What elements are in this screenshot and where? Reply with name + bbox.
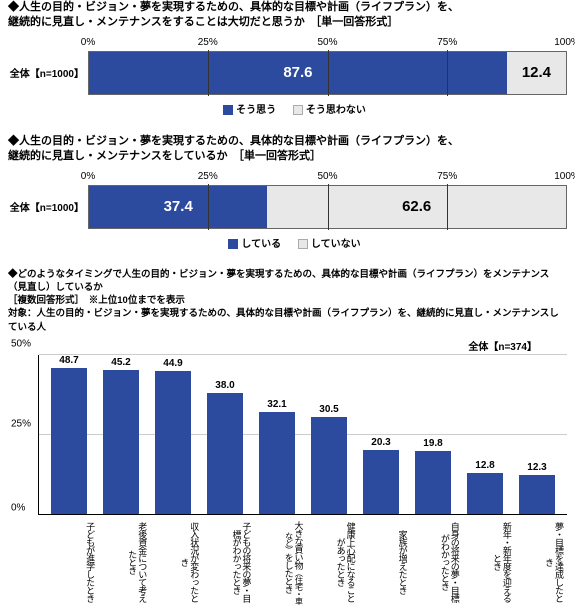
axis-tick: 25% [198,37,218,48]
bar-value: 12.3 [527,462,546,473]
x-label: 子どもの将来の夢・目標がわかったとき [198,515,250,605]
x-label: 夢・目標を達成したとき [511,515,563,605]
y-tick: 0% [11,503,25,514]
legend-swatch-gray [293,105,303,115]
legend-swatch-gray [298,239,308,249]
bar [155,371,191,514]
legend-label: そう思う [236,105,276,116]
bar [259,412,295,514]
bar-col: 12.3 [511,355,563,514]
axis-tick: 75% [437,37,457,48]
x-label: 自身の将来の夢・目標がわかったとき [407,515,459,605]
chart3-title: ◆どのようなタイミングで人生の目的・ビジョン・夢を実現するための、具体的な目標や… [8,268,567,334]
y-tick: 50% [11,339,31,350]
axis-tick: 50% [317,171,337,182]
legend-label: している [241,239,281,250]
legend-swatch-blue [223,105,233,115]
chart2-body: 0% 25% 50% 75% 100% 全体【n=1000】 37.4 62.6… [8,171,567,250]
x-label: 健康上心配になることがあったとき [302,515,354,605]
legend-label: 全体【n=374】 [468,342,537,353]
chart2-row-label: 全体【n=1000】 [8,199,88,214]
chart2-track: 37.4 62.6 [88,185,567,229]
chart2-seg2: 62.6 [267,186,566,228]
chart1-row-label: 全体【n=1000】 [8,65,88,80]
chart2: ◆人生の目的・ビジョン・夢を実現するための、具体的な目標や計画（ライフプラン）を… [0,134,575,250]
chart3-xlabels: 子どもが進学したとき老後資金について考えたとき収入状況が変わったとき子どもの将来… [38,515,567,605]
bar-value: 44.9 [163,358,182,369]
bar [207,393,243,514]
bar-col: 38.0 [199,355,251,514]
chart2-axis: 0% 25% 50% 75% 100% [8,171,567,185]
bar-value: 12.8 [475,460,494,471]
chart3: ◆どのようなタイミングで人生の目的・ビジョン・夢を実現するための、具体的な目標や… [0,268,575,605]
x-label: 家族が増えたとき [355,515,407,605]
bar [311,417,347,514]
chart2-legend: している していない [8,235,567,250]
bar-value: 45.2 [111,357,130,368]
chart1-track: 87.6 12.4 [88,51,567,95]
chart2-row: 全体【n=1000】 37.4 62.6 [8,185,567,229]
bar-col: 20.3 [355,355,407,514]
bar [467,473,503,514]
bar-value: 19.8 [423,438,442,449]
chart1-legend: そう思う そう思わない [8,101,567,116]
bar-value: 20.3 [371,437,390,448]
chart2-title: ◆人生の目的・ビジョン・夢を実現するための、具体的な目標や計画（ライフプラン）を… [8,134,567,165]
bar-value: 38.0 [215,380,234,391]
chart1-seg2: 12.4 [507,52,566,94]
y-tick: 25% [11,418,31,429]
axis-tick: 0% [81,37,95,48]
chart3-legend: 全体【n=374】 [8,338,567,353]
bar [519,475,555,514]
bar-value: 32.1 [267,399,286,410]
bar [51,368,87,514]
bar-col: 45.2 [95,355,147,514]
axis-tick: 100% [554,171,575,182]
axis-tick: 100% [554,37,575,48]
axis-tick: 25% [198,171,218,182]
bar-col: 32.1 [251,355,303,514]
chart1-row: 全体【n=1000】 87.6 12.4 [8,51,567,95]
bar [363,450,399,515]
chart3-title2: ［複数回答形式］ ※上位10位までを表示 [8,294,567,307]
bar [103,370,139,514]
axis-tick: 50% [317,37,337,48]
legend-swatch-blue [228,239,238,249]
legend-label: していない [311,239,361,250]
bar-value: 30.5 [319,404,338,415]
bar-value: 48.7 [59,355,78,366]
legend-label: そう思わない [306,105,366,116]
bar-col: 48.7 [43,355,95,514]
axis-tick: 0% [81,171,95,182]
bar-col: 30.5 [303,355,355,514]
chart2-seg1: 37.4 [89,186,267,228]
x-label: 子どもが進学したとき [42,515,94,605]
chart1: ◆人生の目的・ビジョン・夢を実現するための、具体的な目標や計画（ライフプラン）を… [0,0,575,116]
x-label: 収入状況が変わったとき [146,515,198,605]
x-label: 新年・新年度を迎えるとき [459,515,511,605]
chart3-title1: ◆どのようなタイミングで人生の目的・ビジョン・夢を実現するための、具体的な目標や… [8,268,567,295]
axis-tick: 75% [437,171,457,182]
bar-col: 19.8 [407,355,459,514]
bar [415,451,451,514]
x-label: 大きな買い物（住宅・車など）をしたとき [250,515,302,605]
chart3-plot: 0% 25% 50% 48.745.244.938.032.130.520.31… [38,355,567,515]
bar-col: 44.9 [147,355,199,514]
chart1-title: ◆人生の目的・ビジョン・夢を実現するための、具体的な目標や計画（ライフプラン）を… [8,0,567,31]
x-label: 老後資金について考えたとき [94,515,146,605]
chart1-axis: 0% 25% 50% 75% 100% [8,37,567,51]
bar-col: 12.8 [459,355,511,514]
chart1-body: 0% 25% 50% 75% 100% 全体【n=1000】 87.6 12.4… [8,37,567,116]
chart3-title3: 対象：人生の目的・ビジョン・夢を実現するための、具体的な目標や計画（ライフプラン… [8,307,567,334]
chart1-seg1: 87.6 [89,52,507,94]
